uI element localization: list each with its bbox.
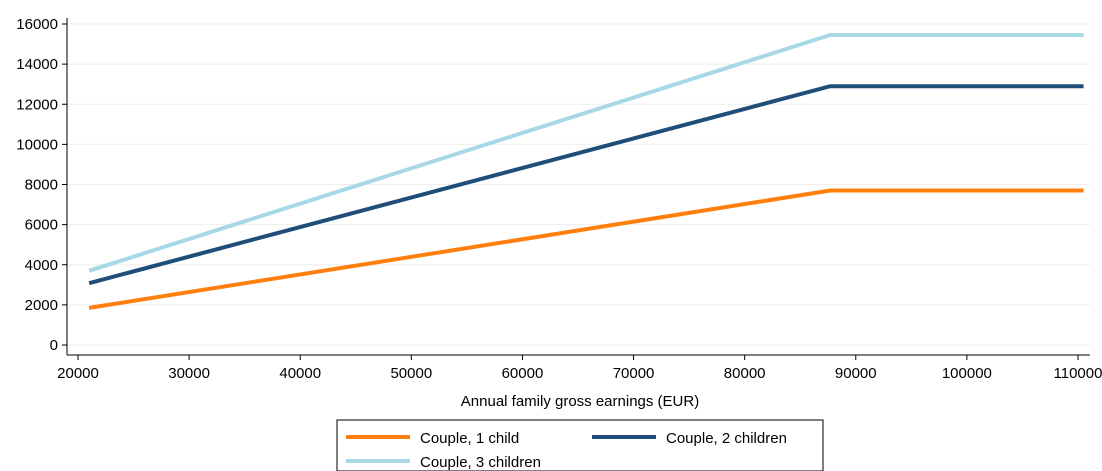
x-axis: 20000 30000 40000 50000 60000 70000 80000 90000…: [57, 355, 1102, 382]
x-tick-label: 110000: [1054, 365, 1102, 382]
gridlines: [67, 23, 1090, 346]
y-tick-label: 12000: [16, 96, 58, 113]
y-tick-label: 6000: [25, 217, 58, 234]
x-tick-label: 90000: [835, 365, 877, 382]
legend-label-couple-2-children: Couple, 2 children: [666, 430, 787, 447]
series-line-couple-3-children: [88, 33, 1084, 273]
x-tick-label: 70000: [613, 365, 655, 382]
legend-box: [336, 419, 824, 471]
series-lines: [88, 33, 1084, 310]
y-tick-label: 14000: [16, 56, 58, 73]
x-axis-title: Annual family gross earnings (EUR): [461, 393, 699, 410]
y-tick-label: 10000: [16, 136, 58, 153]
x-tick-label: 30000: [168, 365, 210, 382]
y-tick-label: 16000: [16, 16, 58, 33]
x-tick-label: 20000: [57, 365, 99, 382]
x-tick-label: 80000: [724, 365, 766, 382]
legend: Couple, 1 child Couple, 2 children Coupl…: [336, 419, 824, 471]
x-tick-label: 50000: [390, 365, 432, 382]
series-line-couple-1-child: [88, 188, 1084, 310]
y-tick-label: 4000: [25, 257, 58, 274]
y-tick-label: 8000: [25, 177, 58, 194]
x-tick-label: 60000: [502, 365, 544, 382]
legend-label-couple-3-children: Couple, 3 children: [420, 454, 541, 471]
y-tick-label: 0: [50, 337, 58, 354]
x-tick-label: 100000: [942, 365, 992, 382]
series-line-couple-2-children: [88, 84, 1084, 286]
legend-label-couple-1-child: Couple, 1 child: [420, 430, 519, 447]
y-tick-label: 2000: [25, 297, 58, 314]
x-tick-label: 40000: [279, 365, 321, 382]
y-axis: 0 2000 4000 6000 8000 10000 12000 14000 16000: [16, 16, 67, 354]
